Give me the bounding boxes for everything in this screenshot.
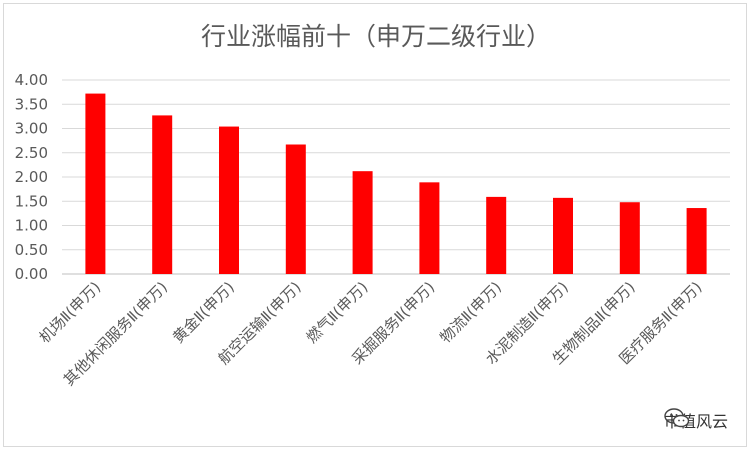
y-tick-label: 3.00 <box>15 120 48 138</box>
y-tick-label: 3.50 <box>15 95 48 113</box>
bar <box>152 115 173 274</box>
x-category-label: 燃气Ⅱ(申万) <box>303 278 372 347</box>
bar <box>219 126 239 274</box>
y-tick-label: 4.00 <box>15 71 48 89</box>
y-tick-label: 2.50 <box>15 144 48 162</box>
y-axis-ticks: 0.00 0.50 1.00 1.50 2.00 2.50 3.00 3.50 4.00 <box>15 71 48 283</box>
bar <box>285 144 306 274</box>
x-category-label: 物流Ⅱ(申万) <box>436 278 505 347</box>
watermark: 市值风云 <box>664 408 728 432</box>
bar <box>619 202 640 274</box>
bar <box>553 197 573 274</box>
chart-title: 行业涨幅前十（申万二级行业） <box>201 22 551 51</box>
bars <box>85 93 707 274</box>
x-category-label: 黄金Ⅱ(申万) <box>169 278 238 347</box>
x-category-label: 机场Ⅱ(申万) <box>36 278 105 347</box>
bar <box>486 196 507 274</box>
bar <box>419 182 440 274</box>
y-tick-label: 0.50 <box>15 241 48 259</box>
x-axis-categories: 机场Ⅱ(申万)其他休闲服务Ⅱ(申万)黄金Ⅱ(申万)航空运输Ⅱ(申万)燃气Ⅱ(申万… <box>36 278 706 389</box>
y-tick-label: 1.00 <box>15 217 48 235</box>
y-tick-label: 0.00 <box>15 265 48 283</box>
wechat-icon <box>664 408 690 428</box>
y-tick-label: 1.50 <box>15 192 48 210</box>
bar <box>85 93 106 274</box>
y-tick-label: 2.00 <box>15 168 48 186</box>
bar <box>352 171 373 274</box>
bar <box>686 208 707 274</box>
gridlines <box>62 79 730 275</box>
